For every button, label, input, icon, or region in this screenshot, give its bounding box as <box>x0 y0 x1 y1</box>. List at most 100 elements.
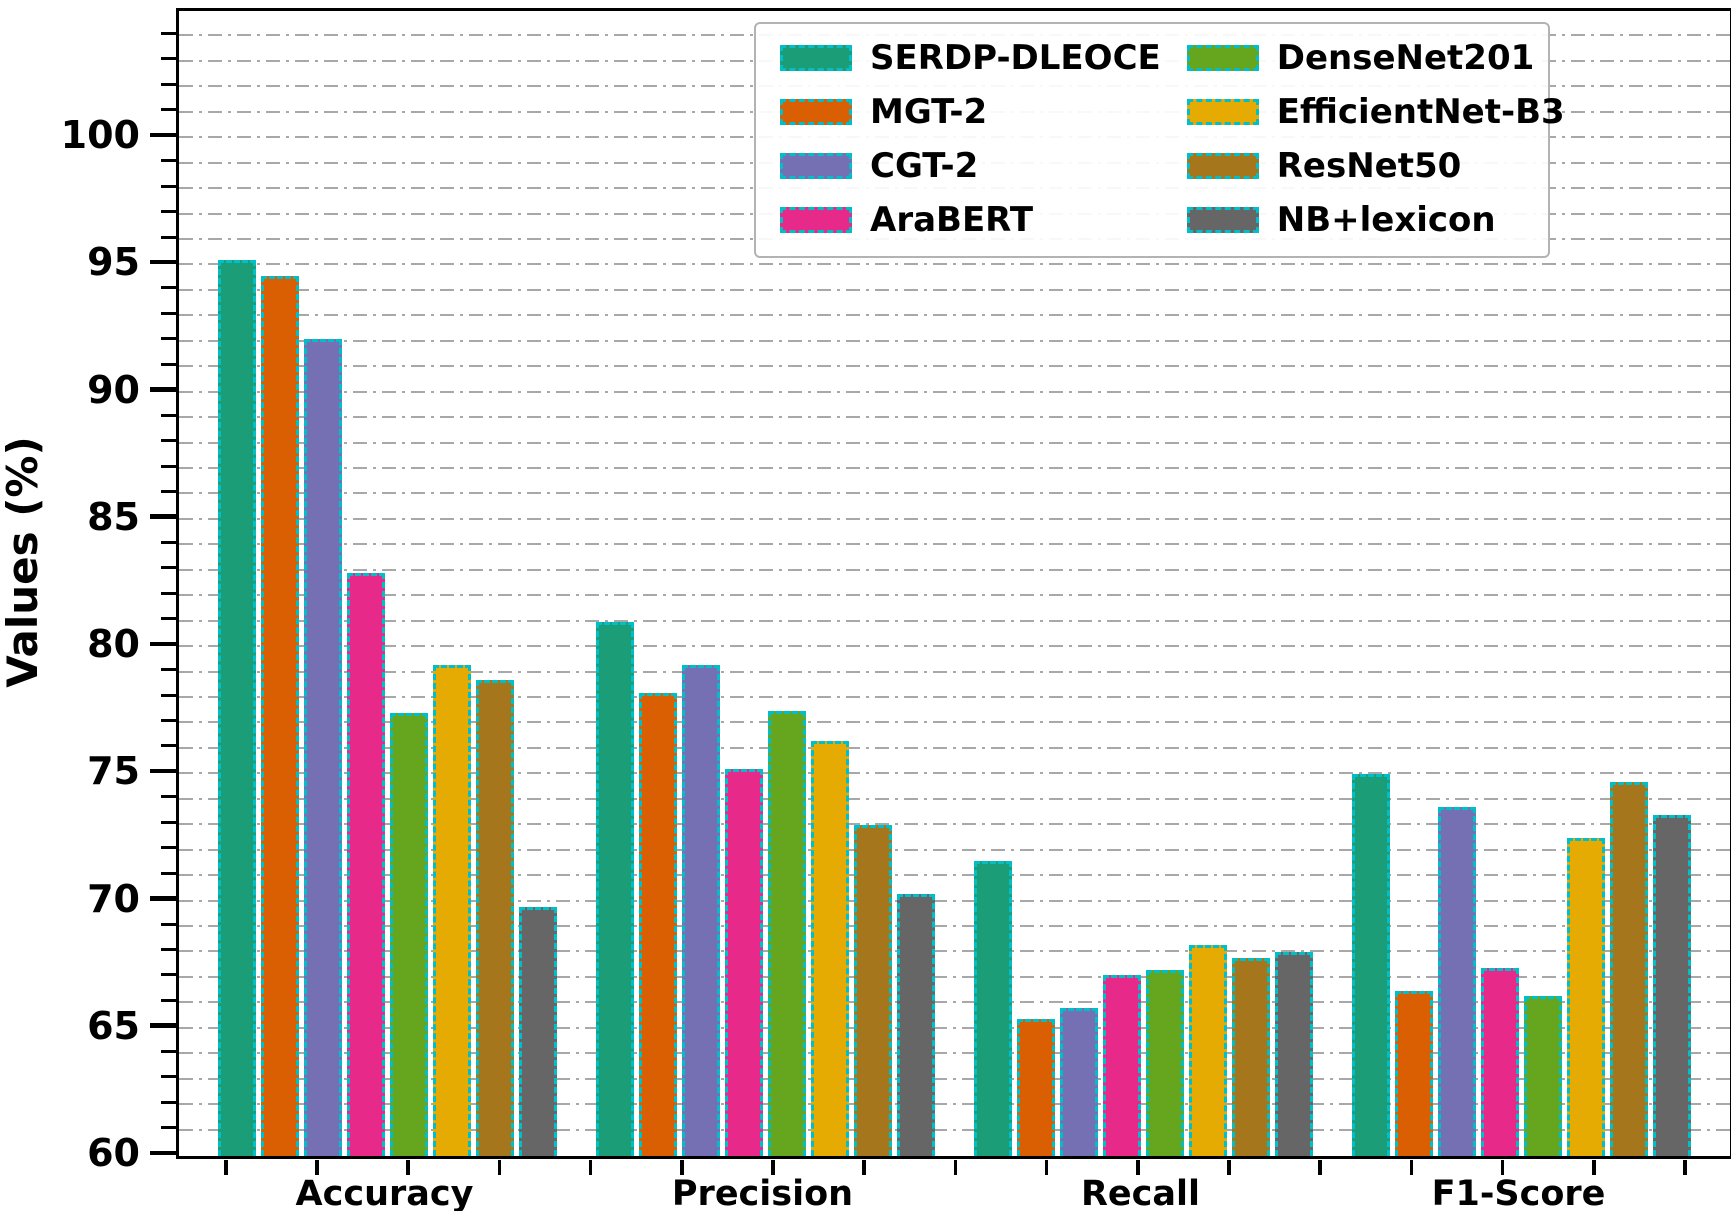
y-tick-97 <box>161 210 176 214</box>
bar-serdp-dleoce-recall <box>974 860 1012 1156</box>
legend-item-resnet50: ResNet50 <box>1186 146 1565 186</box>
legend-label-nb-lexicon: NB+lexicon <box>1276 200 1496 240</box>
bar-arabert-recall <box>1103 975 1141 1156</box>
gridline-61 <box>179 1128 1730 1131</box>
plot-area: SERDP-DLEOCE MGT-2 CGT-2 AraBERT DenseNet201… <box>176 8 1731 1159</box>
gridline-81 <box>179 619 1730 622</box>
bar-arabert-precision <box>725 769 763 1156</box>
y-tick-label-60: 60 <box>87 1131 140 1175</box>
gridline-80 <box>179 645 1730 648</box>
x-tick-4 <box>588 1160 593 1175</box>
y-tick-102 <box>161 82 176 86</box>
y-tick-83 <box>161 566 176 570</box>
legend-label-resnet50: ResNet50 <box>1276 146 1462 186</box>
bar-nb+lexicon-accuracy <box>519 906 557 1156</box>
gridline-83 <box>179 568 1730 571</box>
x-tick-9 <box>1044 1160 1049 1175</box>
bar-efficientnet-b3-recall <box>1189 944 1227 1156</box>
x-tick-label-precision: Precision <box>671 1174 854 1211</box>
legend-item-serdp-dleoce: SERDP-DLEOCE <box>780 38 1161 78</box>
legend-item-cgt-2: CGT-2 <box>780 146 1161 186</box>
legend-label-densenet201: DenseNet201 <box>1276 38 1535 78</box>
bar-group-f1-score <box>1352 11 1691 1156</box>
gridline-93 <box>179 314 1730 317</box>
gridline-63 <box>179 1077 1730 1080</box>
y-tick-69 <box>161 922 176 926</box>
x-tick-label-accuracy: Accuracy <box>295 1174 474 1211</box>
legend-item-densenet201: DenseNet201 <box>1186 38 1565 78</box>
bar-efficientnet-b3-f1-score <box>1567 837 1605 1156</box>
bar-cgt-2-recall <box>1060 1008 1098 1156</box>
bar-cgt-2-precision <box>682 664 720 1156</box>
x-tick-6 <box>771 1160 775 1175</box>
y-tick-label-75: 75 <box>87 749 140 794</box>
x-tick-label-f1-score: F1-Score <box>1431 1174 1606 1211</box>
gridline-77 <box>179 721 1730 724</box>
y-tick-101 <box>161 108 176 112</box>
gridline-64 <box>179 1052 1730 1055</box>
y-tick-95 <box>150 259 176 265</box>
gridline-79 <box>179 670 1730 673</box>
bar-nb+lexicon-precision <box>897 893 935 1156</box>
y-tick-66 <box>161 998 176 1002</box>
gridline-74 <box>179 797 1730 800</box>
bar-resnet50-accuracy <box>476 680 514 1156</box>
y-tick-label-70: 70 <box>87 876 140 921</box>
y-tick-label-90: 90 <box>87 367 140 412</box>
gridline-68 <box>179 950 1730 953</box>
x-tick-label-recall: Recall <box>1080 1174 1201 1211</box>
y-tick-62 <box>161 1100 176 1104</box>
y-tick-72 <box>161 846 176 850</box>
x-tick-labels: Accuracy Precision Recall F1-Score <box>176 1174 1727 1211</box>
y-tick-85 <box>150 514 176 519</box>
gridline-67 <box>179 975 1730 978</box>
gridline-91 <box>179 365 1730 368</box>
bar-arabert-f1-score <box>1481 967 1519 1156</box>
bar-groups <box>179 11 1730 1156</box>
legend-swatch-resnet50 <box>1186 153 1259 179</box>
gridline-87 <box>179 467 1730 469</box>
legend-item-efficientnet-b3: EfficientNet-B3 <box>1186 92 1565 132</box>
x-tick-12 <box>1318 1160 1322 1175</box>
gridline-75 <box>179 772 1730 775</box>
legend-item-arabert: AraBERT <box>780 200 1161 240</box>
legend-label-mgt-2: MGT-2 <box>870 92 988 132</box>
gridline-85 <box>179 517 1730 520</box>
x-tick-2 <box>406 1160 410 1175</box>
bar-resnet50-f1-score <box>1610 781 1648 1156</box>
gridline-89 <box>179 416 1730 419</box>
bar-group-precision <box>596 11 935 1156</box>
gridline-65 <box>179 1026 1730 1029</box>
gridline-70 <box>179 899 1730 902</box>
bar-efficientnet-b3-accuracy <box>433 664 471 1156</box>
bar-nb+lexicon-f1-score <box>1653 815 1691 1156</box>
x-tick-3 <box>497 1160 502 1175</box>
y-tick-64 <box>161 1049 176 1053</box>
x-axis-ticks <box>176 1160 1727 1178</box>
bar-cgt-2-f1-score <box>1438 807 1476 1156</box>
gridline-66 <box>179 1001 1730 1004</box>
y-tick-68 <box>161 947 176 951</box>
gridline-90 <box>179 390 1730 393</box>
y-tick-61 <box>161 1126 176 1130</box>
legend-swatch-efficientnet-b3 <box>1186 99 1259 125</box>
y-tick-84 <box>161 540 176 544</box>
y-tick-label-100: 100 <box>60 113 140 158</box>
y-tick-63 <box>161 1075 176 1079</box>
x-tick-16 <box>1683 1160 1687 1175</box>
y-tick-94 <box>161 286 176 290</box>
y-tick-label-95: 95 <box>87 240 140 285</box>
gridline-62 <box>179 1103 1730 1106</box>
legend-item-nb-lexicon: NB+lexicon <box>1186 200 1565 240</box>
legend-item-mgt-2: MGT-2 <box>780 92 1161 132</box>
y-tick-91 <box>161 362 176 366</box>
bar-densenet201-precision <box>768 710 806 1156</box>
gridline-86 <box>179 492 1730 495</box>
legend-label-efficientnet-b3: EfficientNet-B3 <box>1276 92 1565 132</box>
y-tick-67 <box>161 973 176 977</box>
x-tick-13 <box>1409 1160 1414 1175</box>
legend-swatch-nb-lexicon <box>1186 207 1259 233</box>
y-tick-82 <box>161 591 176 595</box>
y-tick-92 <box>161 337 176 341</box>
